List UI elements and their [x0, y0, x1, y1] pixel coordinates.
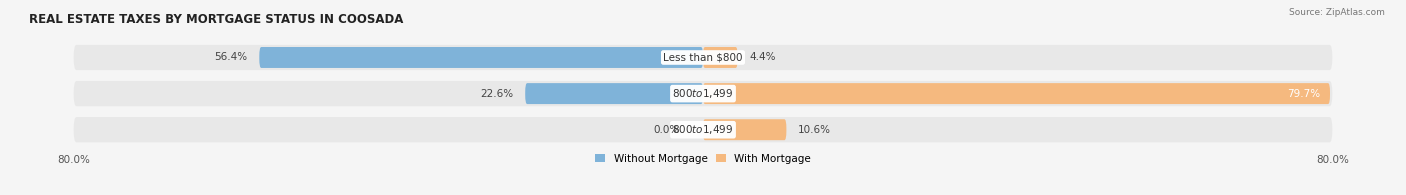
FancyBboxPatch shape [73, 81, 1333, 106]
Text: 10.6%: 10.6% [799, 125, 831, 135]
FancyBboxPatch shape [259, 47, 703, 68]
Text: Less than $800: Less than $800 [664, 52, 742, 62]
Text: $800 to $1,499: $800 to $1,499 [672, 87, 734, 100]
Text: 0.0%: 0.0% [654, 125, 679, 135]
Text: $800 to $1,499: $800 to $1,499 [672, 123, 734, 136]
Legend: Without Mortgage, With Mortgage: Without Mortgage, With Mortgage [591, 150, 815, 168]
FancyBboxPatch shape [73, 45, 1333, 70]
FancyBboxPatch shape [703, 119, 786, 140]
Text: REAL ESTATE TAXES BY MORTGAGE STATUS IN COOSADA: REAL ESTATE TAXES BY MORTGAGE STATUS IN … [30, 13, 404, 26]
FancyBboxPatch shape [73, 117, 1333, 142]
Text: 22.6%: 22.6% [481, 89, 513, 99]
FancyBboxPatch shape [526, 83, 703, 104]
Text: Source: ZipAtlas.com: Source: ZipAtlas.com [1289, 8, 1385, 17]
FancyBboxPatch shape [703, 83, 1330, 104]
Text: 79.7%: 79.7% [1288, 89, 1320, 99]
Text: 56.4%: 56.4% [214, 52, 247, 62]
FancyBboxPatch shape [703, 47, 738, 68]
Text: 4.4%: 4.4% [749, 52, 776, 62]
